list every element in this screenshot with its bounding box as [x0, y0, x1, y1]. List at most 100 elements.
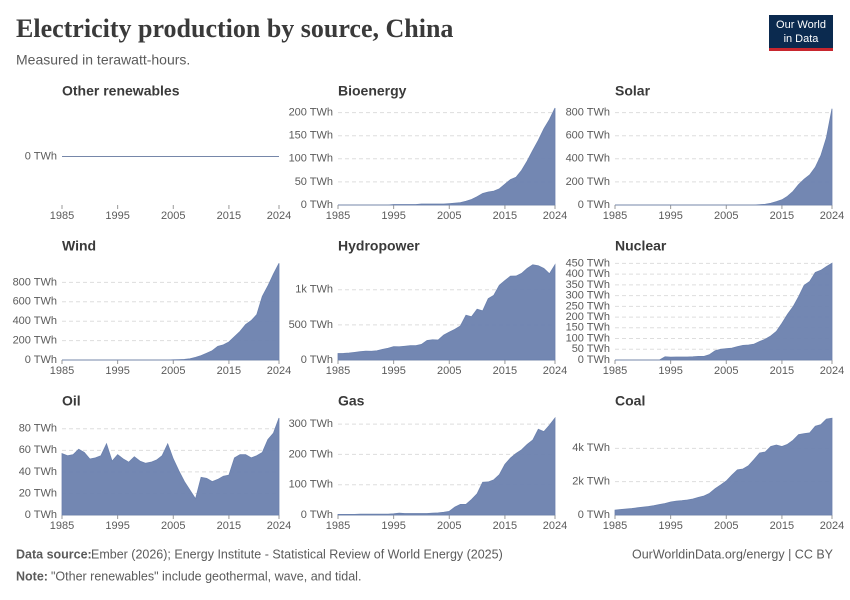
x-tick-label: 1995: [105, 210, 129, 222]
panel-title: Gas: [338, 393, 365, 409]
note: "Other renewables" include geothermal, w…: [51, 569, 361, 583]
x-tick-label: 2015: [217, 210, 241, 222]
panel-title: Nuclear: [615, 238, 667, 254]
y-tick-label: 0 TWh: [25, 150, 57, 162]
note-label: Note:: [16, 569, 48, 583]
x-tick-label: 1995: [658, 520, 682, 532]
x-tick-label: 2015: [493, 365, 517, 377]
x-tick-label: 2005: [714, 365, 738, 377]
x-tick-label: 1995: [658, 365, 682, 377]
y-tick-label: 300 TWh: [566, 290, 610, 302]
panel: Solar 0 TWh 200 TWh 400 TWh 600 TWh 800 TWh 19…: [566, 83, 845, 222]
y-tick-label: 20 TWh: [19, 487, 57, 499]
y-tick-label: 40 TWh: [19, 466, 57, 478]
x-tick-label: 1985: [603, 210, 627, 222]
x-tick-label: 2024: [267, 365, 291, 377]
panel: Oil 0 TWh 20 TWh 40 TWh 60 TWh 80 TWh 1985 1995…: [19, 393, 292, 532]
panel: Bioenergy 0 TWh 50 TWh 100 TWh 150 TWh 200 TW…: [289, 83, 568, 222]
y-tick-label: 800 TWh: [566, 107, 610, 119]
y-tick-label: 0 TWh: [301, 354, 333, 366]
x-tick-label: 1995: [658, 210, 682, 222]
x-tick-label: 1985: [603, 365, 627, 377]
y-tick-label: 200 TWh: [566, 311, 610, 323]
x-tick-label: 1995: [381, 210, 405, 222]
y-tick-label: 0 TWh: [25, 509, 57, 521]
area: [62, 263, 280, 361]
y-tick-label: 60 TWh: [19, 444, 57, 456]
panel: Other renewables 0 TWh 1985 1995 2005 2015 202…: [25, 83, 291, 222]
source-url[interactable]: OurWorldinData.org/energy | CC BY: [632, 547, 834, 561]
y-tick-label: 0 TWh: [301, 199, 333, 211]
x-tick-label: 1985: [326, 520, 350, 532]
y-tick-label: 400 TWh: [566, 153, 610, 165]
y-tick-label: 150 TWh: [289, 130, 333, 142]
x-tick-label: 2015: [493, 210, 517, 222]
source: Ember (2026); Energy Institute - Statist…: [91, 547, 503, 561]
x-tick-label: 1985: [50, 210, 74, 222]
x-tick-label: 2024: [543, 365, 567, 377]
y-tick-label: 4k TWh: [572, 442, 610, 454]
x-tick-label: 1985: [326, 210, 350, 222]
x-tick-label: 2005: [161, 365, 185, 377]
y-tick-label: 500 TWh: [289, 319, 333, 331]
x-tick-label: 2024: [820, 365, 844, 377]
chart-title: Electricity production by source, China: [16, 14, 453, 43]
y-tick-label: 150 TWh: [566, 322, 610, 334]
x-tick-label: 1995: [381, 365, 405, 377]
y-tick-label: 200 TWh: [566, 176, 610, 188]
x-tick-label: 2024: [543, 210, 567, 222]
source-label: Data source:: [16, 547, 92, 561]
panel: Gas 0 TWh 100 TWh 200 TWh 300 TWh 1985 1995 200…: [289, 393, 568, 532]
y-tick-label: 100 TWh: [289, 479, 333, 491]
logo-stripe: [769, 48, 833, 51]
area: [61, 417, 280, 516]
panel-title: Coal: [615, 393, 645, 409]
area: [615, 108, 833, 206]
y-tick-label: 2k TWh: [572, 476, 610, 488]
area: [337, 416, 556, 516]
x-tick-label: 1985: [50, 365, 74, 377]
x-tick-label: 1995: [105, 520, 129, 532]
y-tick-label: 0 TWh: [578, 354, 610, 366]
x-tick-label: 1985: [50, 520, 74, 532]
x-tick-label: 2015: [770, 520, 794, 532]
x-tick-label: 2024: [543, 520, 567, 532]
panel-title: Hydropower: [338, 238, 420, 254]
panel: Wind 0 TWh 200 TWh 400 TWh 600 TWh 800 TWh 198…: [13, 238, 292, 377]
y-tick-label: 300 TWh: [289, 418, 333, 430]
x-tick-label: 1995: [381, 520, 405, 532]
x-tick-label: 2024: [820, 210, 844, 222]
panel: Hydropower 0 TWh 500 TWh 1k TWh 1985 1995 2005…: [289, 238, 568, 377]
y-tick-label: 0 TWh: [578, 199, 610, 211]
x-tick-label: 2005: [437, 210, 461, 222]
y-tick-label: 350 TWh: [566, 279, 610, 291]
logo-text: in Data: [784, 33, 820, 45]
logo-box: [769, 15, 833, 50]
x-tick-label: 2005: [437, 365, 461, 377]
y-tick-label: 100 TWh: [289, 153, 333, 165]
y-tick-label: 250 TWh: [566, 300, 610, 312]
x-tick-label: 2024: [267, 520, 291, 532]
x-tick-label: 2005: [437, 520, 461, 532]
logo[interactable]: Our World in Data: [769, 15, 833, 51]
y-tick-label: 450 TWh: [566, 257, 610, 269]
y-tick-label: 0 TWh: [25, 354, 57, 366]
x-tick-label: 2024: [820, 520, 844, 532]
x-tick-label: 1995: [105, 365, 129, 377]
panel-title: Bioenergy: [338, 83, 407, 99]
y-tick-label: 800 TWh: [13, 276, 57, 288]
x-tick-label: 2015: [493, 520, 517, 532]
chart-subtitle: Measured in terawatt-hours.: [16, 52, 190, 68]
area: [615, 262, 833, 361]
x-tick-label: 1985: [603, 520, 627, 532]
y-tick-label: 200 TWh: [13, 335, 57, 347]
y-tick-label: 1k TWh: [295, 284, 333, 296]
x-tick-label: 2015: [770, 210, 794, 222]
y-tick-label: 200 TWh: [289, 448, 333, 460]
panel-title: Solar: [615, 83, 651, 99]
area: [337, 263, 556, 361]
y-tick-label: 400 TWh: [13, 315, 57, 327]
x-tick-label: 2005: [161, 210, 185, 222]
